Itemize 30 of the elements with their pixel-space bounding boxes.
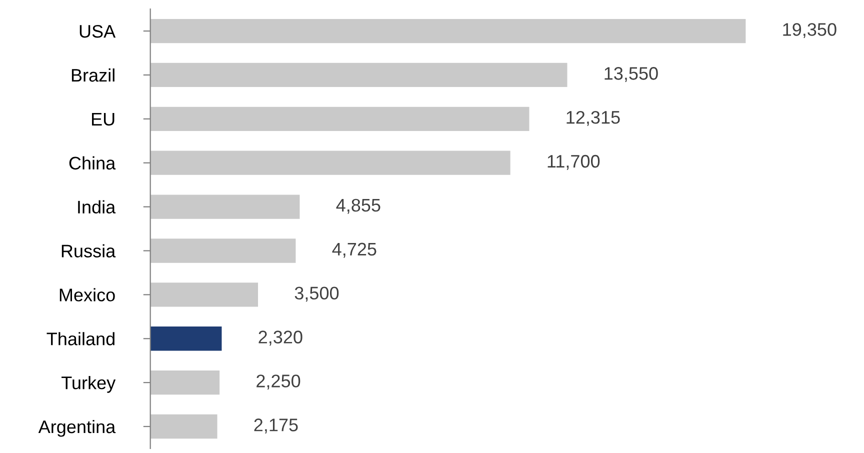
bar <box>150 194 300 219</box>
bar <box>150 238 296 263</box>
bar <box>150 326 222 351</box>
y-tick-label: Turkey <box>62 376 116 393</box>
bar <box>150 414 218 439</box>
data-label: 4,725 <box>332 242 376 258</box>
data-label: 2,175 <box>254 418 298 434</box>
data-label: 12,315 <box>566 110 620 126</box>
bar <box>150 282 258 307</box>
data-label: 11,700 <box>548 154 600 170</box>
bar <box>150 150 510 175</box>
bar <box>150 370 220 395</box>
y-tick-label: India <box>78 200 116 214</box>
y-tick-label: Thailand <box>46 332 114 346</box>
data-label: 4,855 <box>336 198 380 214</box>
y-tick-label: Mexico <box>60 288 115 302</box>
data-label: 13,550 <box>604 67 658 82</box>
bar <box>150 62 568 88</box>
y-tick-label: EU <box>92 113 114 126</box>
y-tick-label: China <box>69 156 116 170</box>
y-tick-label: Brazil <box>72 68 114 82</box>
y-tick-label: Russia <box>62 244 116 258</box>
data-label: 3,500 <box>294 286 339 302</box>
data-label: 2,320 <box>258 330 302 346</box>
y-tick-label: USA <box>80 24 116 38</box>
bar <box>150 106 530 131</box>
data-label: 19,350 <box>783 23 836 38</box>
data-label: 2,250 <box>256 374 300 390</box>
bar <box>150 18 746 44</box>
y-tick-label: Argentina <box>38 420 116 437</box>
